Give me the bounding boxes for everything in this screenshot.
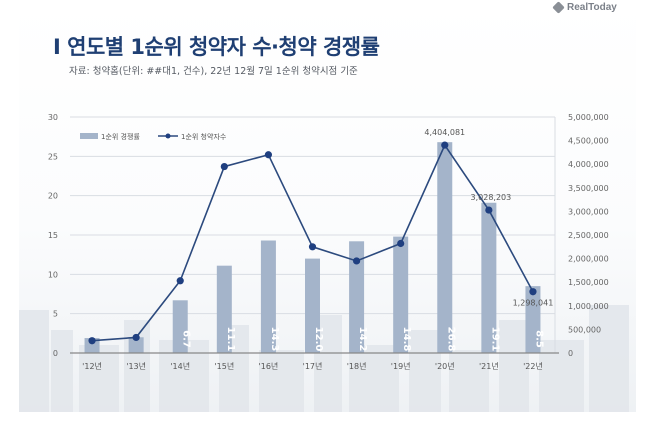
line-marker — [176, 277, 184, 285]
bar — [305, 258, 320, 353]
bar-series: 6.7 11.1 14.3 12.0 14.2 14.8 26.8 19.1 8.5 — [84, 142, 544, 353]
left-axis-tick: 30 — [48, 113, 58, 122]
x-axis-tick: '17년 — [303, 361, 323, 371]
bar — [437, 142, 453, 353]
x-axis-tick: '20년 — [435, 361, 455, 371]
bar — [260, 240, 276, 353]
legend: 1순위 경쟁률 1순위 청약자수 — [80, 132, 227, 141]
right-axis-tick: 1,000,000 — [568, 302, 609, 311]
left-axis-tick: 20 — [48, 192, 58, 201]
bar-value-label: 6.7 — [181, 330, 192, 348]
left-axis-tick: 0 — [53, 349, 58, 358]
line-marker — [220, 162, 228, 171]
line-marker — [529, 288, 537, 296]
line-marker — [88, 337, 96, 345]
page-title: I 연도별 1순위 청약자 수·청약 경쟁률 — [53, 35, 380, 59]
bar-value-label: 14.2 — [357, 327, 368, 352]
bar — [172, 300, 188, 353]
line-value-label: 3,028,203 — [471, 193, 512, 202]
x-axis-tick: '13년 — [126, 361, 146, 371]
line-marker — [397, 239, 405, 248]
line-value-label: 1,298,041 — [513, 299, 554, 308]
source-note: 자료: 청약홈(단위: ##대1, 건수), 22년 12월 7일 1순위 청약… — [69, 66, 358, 77]
x-axis-tick: '16년 — [259, 361, 279, 371]
legend-bar-swatch — [80, 133, 98, 139]
x-axis-tick: '12년 — [82, 361, 102, 371]
bar-value-label: 14.8 — [401, 327, 412, 352]
line-value-label: 4,404,081 — [424, 128, 465, 137]
line-marker — [441, 141, 449, 149]
logo-text: RealToday — [567, 2, 617, 13]
left-axis-tick: 25 — [48, 152, 58, 161]
right-axis-tick: 5,000,000 — [568, 113, 609, 122]
axes: 0 5 10 15 20 25 30 0 500,000 1,000,000 1,500,000 2,… — [48, 113, 609, 371]
right-axis-tick: 4,500,000 — [568, 137, 609, 146]
x-axis-tick: '19년 — [391, 361, 411, 371]
right-axis-tick: 2,000,000 — [568, 255, 609, 264]
right-axis-tick: 1,500,000 — [568, 278, 609, 287]
bar — [84, 338, 100, 353]
bar — [393, 236, 409, 353]
right-axis-tick: 3,500,000 — [568, 184, 609, 193]
left-axis-tick: 15 — [48, 231, 58, 240]
legend-line-label: 1순위 청약자수 — [181, 132, 227, 141]
right-axis-tick: 0 — [568, 349, 573, 358]
legend-line-marker — [165, 133, 171, 139]
bar-value-label: 8.5 — [533, 330, 544, 348]
line-marker — [264, 151, 273, 159]
bar — [349, 241, 365, 353]
right-axis-tick: 3,000,000 — [568, 207, 609, 216]
bar-value-label: 26.8 — [445, 327, 456, 352]
right-axis-tick: 2,500,000 — [568, 231, 609, 240]
line-marker — [132, 333, 140, 342]
bar — [525, 286, 541, 353]
left-axis-tick: 5 — [53, 310, 58, 319]
bar-value-label: 14.3 — [269, 327, 280, 352]
x-axis-tick: '21년 — [479, 361, 499, 371]
left-axis-tick: 10 — [48, 270, 58, 279]
bar — [128, 337, 144, 353]
line-marker — [352, 257, 361, 265]
bar — [216, 265, 232, 353]
x-axis-tick: '22년 — [523, 361, 543, 371]
line-series: 4,404,081 3,028,203 1,298,041 — [88, 128, 554, 345]
legend-bar-label: 1순위 경쟁률 — [101, 132, 140, 141]
line-marker — [485, 206, 493, 214]
right-axis-tick: 500,000 — [568, 325, 601, 334]
x-axis-tick: '15년 — [214, 361, 234, 371]
line-marker — [308, 243, 317, 251]
bar — [481, 202, 497, 353]
bar-value-label: 11.1 — [225, 327, 236, 352]
bar-value-label: 12.0 — [313, 327, 324, 352]
bar-value-label: 19.1 — [489, 327, 500, 352]
realtoday-logo: RealToday — [552, 1, 617, 14]
x-axis-tick: '14년 — [170, 361, 190, 371]
x-axis-tick: '18년 — [347, 361, 367, 371]
right-axis-tick: 4,000,000 — [568, 160, 609, 169]
